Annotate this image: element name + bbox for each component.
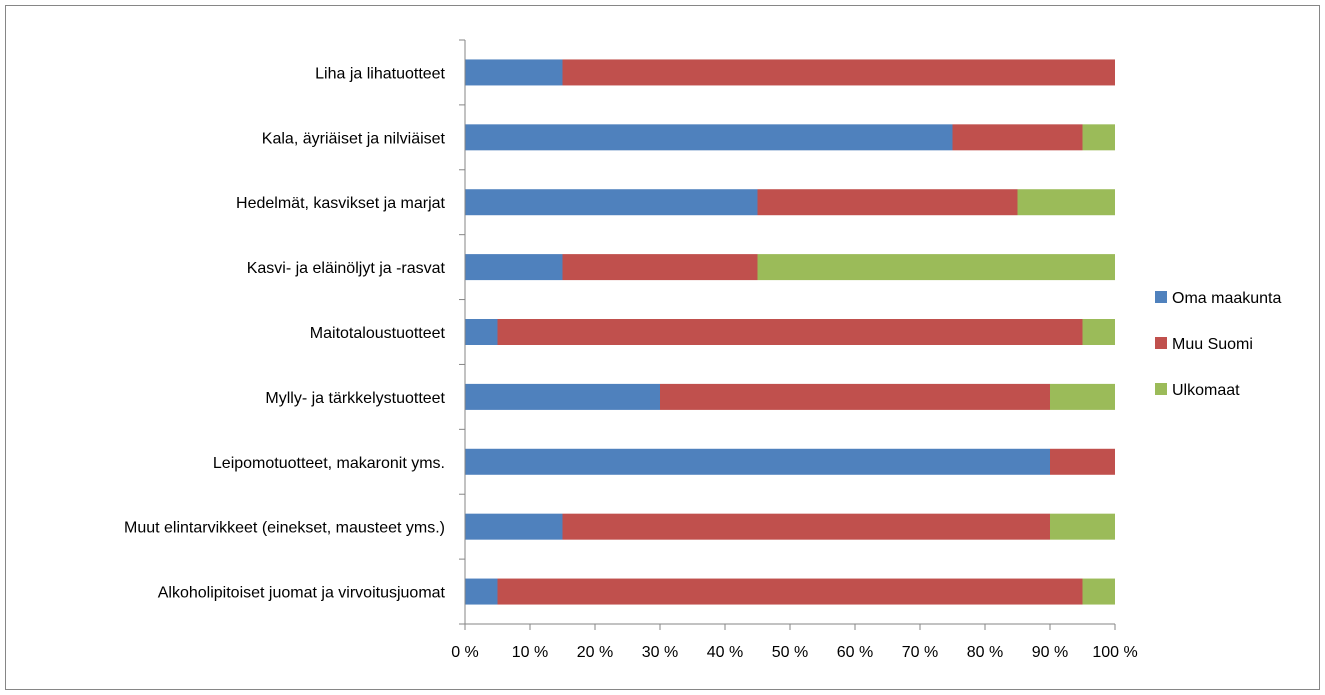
x-tick-label: 90 % (1032, 644, 1068, 661)
x-tick-label: 50 % (772, 644, 808, 661)
x-tick-label: 60 % (837, 644, 873, 661)
bar-oma-maakunta-8 (465, 513, 563, 540)
bar-oma-maakunta-5 (465, 319, 498, 345)
legend-label-muu-suomi: Muu Suomi (1172, 336, 1253, 353)
x-tick-label: 100 % (1092, 644, 1137, 661)
bar-ulkomaat-6 (1050, 383, 1115, 410)
bar-oma-maakunta-1 (465, 59, 563, 86)
category-label: Mylly- ja tärkkelystuotteet (265, 390, 445, 407)
bar-oma-maakunta-3 (465, 189, 758, 216)
category-label: Liha ja lihatuotteet (315, 65, 445, 82)
legend-label-oma-maakunta: Oma maakunta (1172, 290, 1281, 307)
bars-layer (465, 59, 1115, 605)
legend-label-ulkomaat: Ulkomaat (1172, 382, 1240, 399)
category-label: Maitotaloustuotteet (310, 325, 446, 342)
axes-layer (459, 39, 1116, 630)
x-tick-label: 70 % (902, 644, 938, 661)
bar-muu-suomi-7 (1050, 448, 1115, 475)
x-tick-label: 40 % (707, 644, 743, 661)
bar-muu-suomi-9 (497, 578, 1083, 605)
bar-ulkomaat-3 (1017, 189, 1115, 216)
bar-oma-maakunta-9 (465, 578, 498, 605)
bar-ulkomaat-8 (1050, 513, 1115, 540)
bar-muu-suomi-5 (497, 319, 1083, 345)
category-label: Alkoholipitoiset juomat ja virvoitusjuom… (158, 585, 446, 602)
legend-swatch-ulkomaat (1155, 383, 1167, 395)
bar-muu-suomi-4 (562, 254, 758, 281)
legend-swatch-oma-maakunta (1155, 291, 1167, 303)
legend-swatch-muu-suomi (1155, 337, 1167, 349)
legend: Oma maakunta Muu Suomi Ulkomaat (1155, 290, 1281, 399)
bar-ulkomaat-4 (757, 254, 1115, 281)
bar-muu-suomi-8 (562, 513, 1050, 540)
bar-oma-maakunta-7 (465, 448, 1050, 475)
x-tick-label: 30 % (642, 644, 678, 661)
x-tick-label: 20 % (577, 644, 613, 661)
x-tick-label: 0 % (451, 644, 479, 661)
chart-frame (5, 5, 1320, 690)
bar-oma-maakunta-6 (465, 383, 660, 410)
bar-ulkomaat-2 (1082, 124, 1115, 151)
bar-oma-maakunta-2 (465, 124, 953, 151)
category-label: Kasvi- ja eläinöljyt ja -rasvat (247, 260, 446, 277)
bar-muu-suomi-3 (757, 189, 1018, 216)
category-label: Hedelmät, kasvikset ja marjat (236, 195, 446, 212)
bar-oma-maakunta-4 (465, 254, 563, 281)
x-tick-label: 80 % (967, 644, 1003, 661)
bar-ulkomaat-5 (1082, 319, 1115, 345)
category-label: Muut elintarvikkeet (einekset, mausteet … (124, 520, 445, 537)
bar-ulkomaat-9 (1082, 578, 1115, 605)
category-label: Kala, äyriäiset ja nilviäiset (262, 130, 446, 147)
category-label: Leipomotuotteet, makaronit yms. (213, 455, 445, 472)
labels-layer: Liha ja lihatuotteet Kala, äyriäiset ja n… (124, 65, 1138, 661)
bar-muu-suomi-1 (562, 59, 1115, 86)
bar-muu-suomi-2 (952, 124, 1083, 151)
x-tick-label: 10 % (512, 644, 548, 661)
bar-muu-suomi-6 (660, 383, 1050, 410)
